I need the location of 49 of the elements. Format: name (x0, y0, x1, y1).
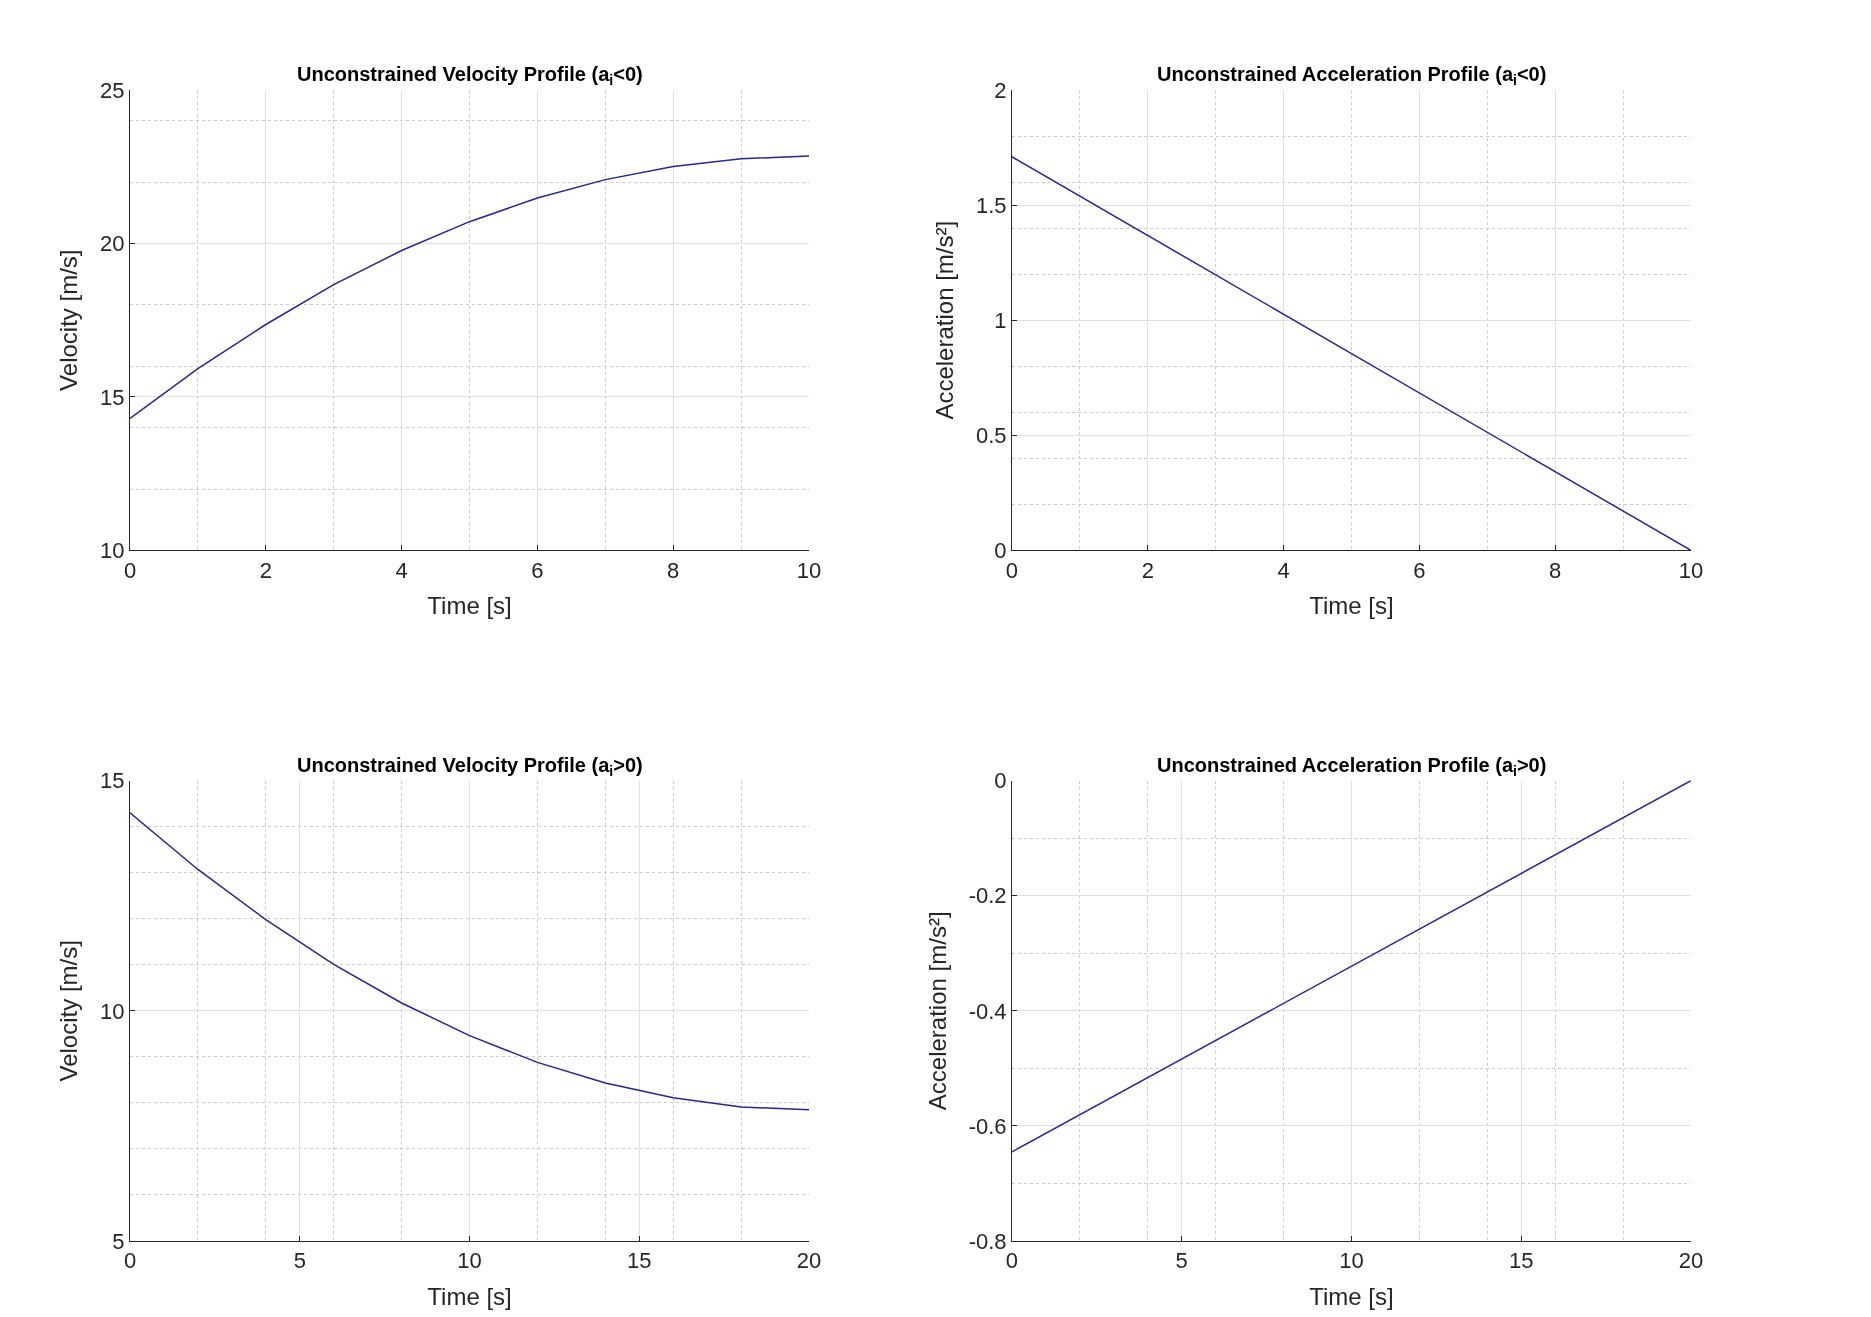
y-tick-label: 0 (994, 538, 1007, 564)
x-tick-label: 5 (1175, 1248, 1188, 1274)
x-tick-label: 15 (1509, 1248, 1534, 1274)
y-tick-label: 2 (994, 77, 1007, 103)
y-tick-label: -0.2 (968, 883, 1007, 909)
y-axis-title: Velocity [m/s] (55, 249, 83, 391)
x-tick-label: 6 (531, 557, 544, 583)
x-axis-title: Time [s] (427, 1282, 512, 1310)
chart-title: Unconstrained Acceleration Profile (a$_{i}$>0) (1157, 754, 1547, 780)
x-axis-title: Time [s] (1309, 1282, 1394, 1310)
y-tick-label: 1.5 (975, 192, 1007, 218)
y-tick-label: 20 (100, 231, 125, 257)
y-axis-title: Acceleration [m/s²] (923, 911, 951, 1111)
y-axis-title: Velocity [m/s] (55, 940, 83, 1082)
x-tick-label: 10 (457, 1248, 482, 1274)
y-tick-label: 15 (100, 384, 125, 410)
y-tick-label: 1 (994, 307, 1007, 333)
x-tick-label: 4 (395, 557, 408, 583)
y-tick-label: 15 (100, 768, 125, 794)
y-tick-label: 5 (112, 1228, 125, 1254)
y-tick-label: 0.5 (975, 423, 1007, 448)
y-tick-label: -0.8 (968, 1228, 1007, 1254)
x-axis-title: Time [s] (427, 592, 512, 620)
y-tick-label: 10 (100, 998, 125, 1024)
x-tick-label: 10 (1678, 557, 1704, 583)
y-tick-label: 25 (100, 77, 125, 103)
x-tick-label: 10 (796, 557, 822, 583)
x-tick-label: 20 (1678, 1248, 1704, 1274)
x-tick-label: 2 (259, 557, 272, 583)
x-tick-label: 2 (1141, 557, 1154, 583)
x-axis-title: Time [s] (1309, 592, 1394, 620)
chart-title: Unconstrained Acceleration Profile (a$_{i}$<0) (1157, 63, 1547, 89)
y-axis-title: Acceleration [m/s²] (931, 220, 959, 420)
x-tick-label: 20 (796, 1248, 822, 1274)
chart-title: Unconstrained Velocity Profile (a$_{i}$>0) (297, 754, 643, 780)
x-tick-label: 4 (1277, 557, 1290, 583)
y-tick-label: -0.6 (968, 1113, 1007, 1139)
x-tick-label: 15 (627, 1248, 652, 1274)
line-series (130, 155, 810, 420)
chart-title: Unconstrained Velocity Profile (a$_{i}$<0) (297, 63, 643, 89)
y-tick-label: 0 (994, 768, 1007, 794)
x-tick-label: 8 (667, 557, 680, 583)
x-tick-label: 5 (293, 1248, 306, 1274)
line-series (130, 812, 810, 1111)
y-tick-label: 10 (100, 538, 125, 564)
y-tick-label: -0.4 (968, 998, 1007, 1024)
x-tick-label: 6 (1413, 557, 1426, 583)
x-tick-label: 8 (1549, 557, 1562, 583)
x-tick-label: 10 (1339, 1248, 1364, 1274)
